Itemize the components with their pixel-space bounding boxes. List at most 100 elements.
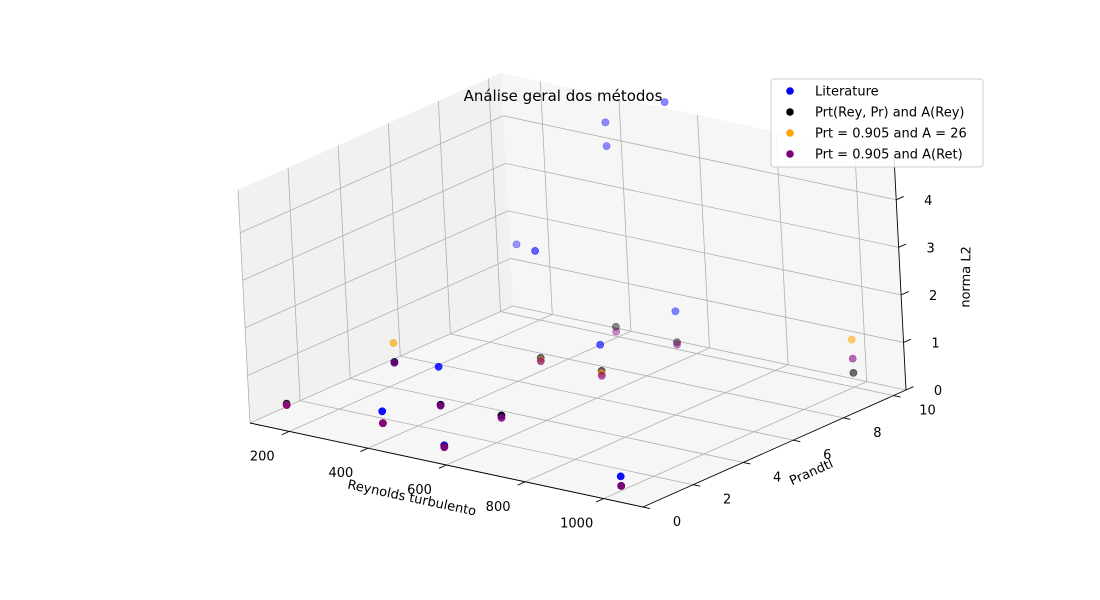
x-tick: [438, 464, 447, 469]
grid-line-y: [337, 145, 351, 379]
grid-lines: [237, 78, 907, 508]
x-tick-label: 200: [250, 449, 275, 464]
data-point-series-3: [848, 354, 857, 363]
x-tick-label: 400: [328, 466, 353, 481]
x-tick: [360, 447, 369, 452]
y-tick-label: 4: [773, 470, 781, 485]
z-tick: [905, 386, 914, 391]
grid-line-x: [618, 98, 632, 332]
legend-frame: [770, 78, 984, 168]
left-wall-pane: [238, 73, 513, 423]
y-tick-label: 8: [873, 426, 881, 441]
grid-line-y: [500, 311, 894, 396]
y-tick-label: 6: [823, 448, 831, 463]
grid-line-z: [242, 162, 506, 281]
x-tick: [517, 481, 526, 486]
grid-line-x: [854, 148, 868, 382]
grid-line-x: [524, 364, 789, 483]
legend-marker: [786, 108, 794, 116]
grid-line-z: [503, 115, 897, 201]
z-tick-label: 2: [929, 289, 937, 304]
chart-title: Análise geral dos métodos: [464, 87, 663, 105]
data-point-series-0: [602, 142, 611, 150]
data-point-series-2: [847, 335, 856, 344]
legend-label: Prt = 0.905 and A(Ret): [815, 148, 963, 163]
data-point-series-0: [616, 472, 625, 481]
grid-line-y: [400, 355, 794, 441]
data-point-series-3: [497, 413, 506, 422]
data-point-series-3: [378, 419, 387, 428]
grid-line-z: [508, 210, 902, 296]
y-tick-label: 10: [919, 404, 936, 419]
y-tick-label: 2: [723, 493, 731, 508]
data-point-series-0: [660, 98, 669, 106]
data-point-series-3: [673, 340, 681, 349]
x-tick: [281, 430, 290, 436]
z-tick-label: 0: [934, 384, 942, 399]
legend-marker: [786, 129, 794, 137]
grid-line-x: [775, 131, 789, 365]
grid-line-y: [237, 189, 251, 424]
z-axis-label: norma L2: [958, 246, 974, 308]
data-point-series-1: [849, 368, 858, 377]
data-point-series-2: [389, 339, 398, 347]
x-tick-label: 600: [407, 483, 432, 498]
grid-line-z: [512, 305, 907, 391]
data-point-series-3: [390, 358, 399, 367]
y-tick: [893, 395, 901, 398]
y-tick: [793, 439, 801, 443]
data-point-series-0: [531, 246, 539, 255]
legend-label: Prt(Rey, Pr) and A(Rey): [815, 106, 964, 121]
x-tick-label: 800: [486, 500, 511, 515]
data-point-series-3: [612, 327, 621, 336]
grid-line-x: [539, 81, 553, 315]
data-point-series-0: [596, 340, 605, 349]
y-tick: [843, 417, 851, 420]
grid-line-y: [300, 400, 694, 486]
z-tick-label: 1: [931, 336, 939, 351]
grid-line-z: [505, 162, 899, 248]
z-tick: [900, 291, 909, 296]
data-point-series-3: [617, 481, 626, 490]
data-point-series-1: [612, 322, 620, 331]
grid-line-z: [247, 258, 511, 376]
grid-line-z: [249, 305, 514, 424]
z-tick-label: 4: [924, 194, 932, 209]
data-point-series-3: [597, 371, 606, 380]
data-point-series-0: [434, 362, 443, 371]
x-tick-label: 1000: [560, 517, 593, 532]
y-tick: [743, 461, 751, 465]
axis-ticks: 200 400 600 800 1000 0 2 4 6 8 10 0 1 2 3 4: [250, 194, 942, 532]
z-axis-line: [893, 156, 907, 391]
legend: Literature Prt(Rey, Pr) and A(Rey) Prt = 0…: [770, 78, 984, 168]
data-point-series-3: [536, 357, 545, 366]
data-point-series-3: [282, 401, 291, 409]
z-tick: [898, 243, 907, 248]
y-tick: [693, 484, 701, 487]
data-point-series-3: [436, 401, 445, 410]
data-point-series-0: [671, 307, 680, 316]
z-tick: [903, 338, 912, 343]
grid-line-y: [450, 333, 844, 419]
z-tick-label: 3: [927, 241, 935, 256]
legend-label: Prt = 0.905 and A = 26: [815, 127, 967, 142]
grid-line-y: [287, 167, 301, 401]
grid-line-z: [240, 115, 504, 234]
x-tick: [596, 498, 604, 503]
data-point-series-0: [512, 240, 521, 249]
grid-line-x: [367, 330, 632, 449]
y-tick-label: 0: [673, 515, 681, 530]
grid-line-y: [488, 78, 501, 312]
y-axis-line: [642, 389, 907, 508]
grid-line-z: [510, 258, 904, 343]
y-axis-label: Prandtl: [787, 457, 835, 489]
grid-line-y: [350, 378, 744, 463]
legend-marker: [786, 87, 794, 95]
z-tick: [896, 196, 904, 201]
grid-line-z: [244, 210, 509, 329]
grid-line-x: [697, 114, 710, 349]
grid-line-y: [437, 100, 451, 334]
data-point-series-0: [378, 407, 387, 416]
scatter-points: [282, 98, 858, 490]
